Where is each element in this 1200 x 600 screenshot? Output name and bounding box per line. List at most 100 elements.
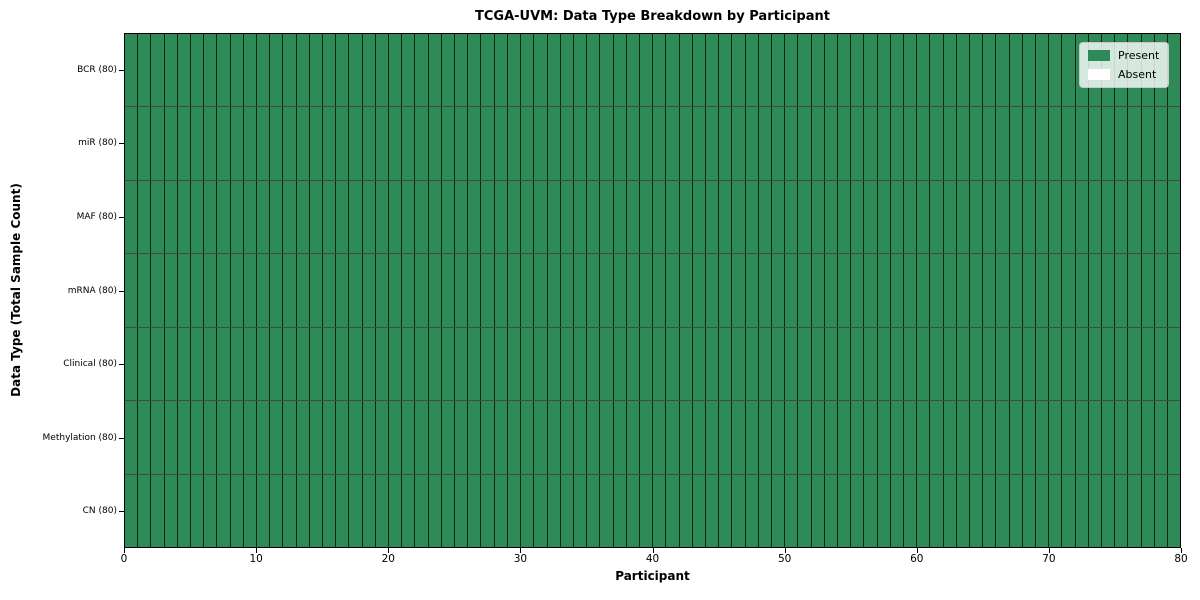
heatmap-cell-present	[587, 254, 601, 327]
heatmap-cell-present	[639, 327, 654, 401]
heatmap-cell-present	[679, 107, 693, 180]
heatmap-cell-present	[639, 254, 654, 327]
heatmap-cell-present	[1128, 401, 1142, 474]
heatmap-cell-present	[996, 107, 1010, 180]
heatmap-cell-present	[138, 474, 152, 547]
heatmap-cell-present	[230, 474, 244, 547]
heatmap-cell-present	[547, 254, 561, 327]
heatmap-cell-present	[1115, 474, 1129, 547]
heatmap-cell-present	[890, 401, 904, 474]
heatmap-cell-present	[785, 107, 799, 180]
x-tick-mark	[388, 548, 389, 553]
heatmap-cell-present	[468, 107, 482, 180]
heatmap-cell-present	[375, 180, 390, 254]
heatmap-cell-present	[534, 34, 548, 107]
heatmap-cell-present	[745, 107, 759, 180]
heatmap-cell-present	[824, 107, 838, 180]
x-tick-label: 0	[120, 553, 128, 565]
heatmap-cell-present	[468, 327, 482, 401]
x-tick-label: 80	[1174, 553, 1188, 565]
heatmap-cell-present	[653, 401, 667, 474]
heatmap-cell-present	[455, 34, 469, 107]
heatmap-cell-present	[732, 34, 746, 107]
heatmap-cell-present	[1128, 254, 1142, 327]
heatmap-cell-present	[389, 401, 403, 474]
heatmap-cell-present	[758, 254, 772, 327]
heatmap-cell-present	[1022, 180, 1037, 254]
heatmap-cell-present	[534, 401, 548, 474]
heatmap-cell-present	[1088, 107, 1103, 180]
heatmap-cell-present	[587, 34, 601, 107]
heatmap-cell-present	[125, 401, 139, 474]
heatmap-cell-present	[138, 180, 152, 254]
heatmap-cell-present	[732, 254, 746, 327]
heatmap-cell-present	[1062, 401, 1076, 474]
heatmap-cell-present	[1062, 180, 1076, 254]
heatmap-cell-present	[705, 327, 720, 401]
heatmap-cell-present	[587, 474, 601, 547]
heatmap-cell-present	[851, 474, 865, 547]
heatmap-cell-present	[785, 34, 799, 107]
heatmap-cell-present	[507, 107, 522, 180]
heatmap-cell-present	[217, 401, 231, 474]
heatmap-cell-present	[1168, 327, 1181, 401]
heatmap-row	[125, 34, 1181, 108]
heatmap-cell-present	[1115, 401, 1129, 474]
y-tick-mark	[119, 291, 124, 292]
heatmap-cell-present	[296, 474, 310, 547]
x-tick-mark	[1181, 548, 1182, 553]
heatmap-cell-present	[1062, 254, 1076, 327]
heatmap-cell-present	[917, 34, 931, 107]
heatmap-cell-present	[824, 34, 838, 107]
heatmap-cell-present	[1154, 254, 1169, 327]
heatmap-cell-present	[177, 401, 192, 474]
heatmap-cell-present	[679, 474, 693, 547]
heatmap-cell-present	[758, 180, 772, 254]
heatmap-cell-present	[138, 327, 152, 401]
heatmap-cell-present	[917, 107, 931, 180]
heatmap-cell-present	[1049, 34, 1063, 107]
heatmap-cell-present	[1102, 327, 1116, 401]
heatmap-plot-area	[124, 33, 1181, 548]
heatmap-cell-present	[1049, 474, 1063, 547]
legend-swatch-absent	[1088, 69, 1110, 80]
heatmap-cell-present	[705, 180, 720, 254]
heatmap-cell-present	[930, 401, 944, 474]
heatmap-cell-present	[468, 34, 482, 107]
heatmap-cell-present	[481, 474, 495, 547]
heatmap-cell-present	[349, 107, 363, 180]
heatmap-cell-present	[587, 180, 601, 254]
heatmap-cell-present	[837, 474, 852, 547]
heatmap-cell-present	[719, 254, 733, 327]
heatmap-cell-present	[191, 180, 205, 254]
heatmap-cell-present	[481, 34, 495, 107]
heatmap-cell-present	[296, 180, 310, 254]
heatmap-cell-present	[296, 107, 310, 180]
heatmap-cell-present	[1009, 474, 1023, 547]
x-tick-mark	[256, 548, 257, 553]
heatmap-cell-present	[125, 327, 139, 401]
heatmap-cell-present	[283, 34, 297, 107]
heatmap-cell-present	[983, 107, 997, 180]
heatmap-cell-present	[983, 327, 997, 401]
heatmap-cell-present	[362, 474, 376, 547]
heatmap-cell-present	[402, 327, 416, 401]
heatmap-cell-present	[1088, 327, 1103, 401]
heatmap-cell-present	[679, 34, 693, 107]
heatmap-cell-present	[824, 180, 838, 254]
heatmap-cell-present	[283, 107, 297, 180]
heatmap-cell-present	[600, 107, 614, 180]
heatmap-cell-present	[309, 180, 324, 254]
heatmap-cell-present	[970, 254, 984, 327]
heatmap-cell-present	[1036, 327, 1050, 401]
heatmap-cell-present	[692, 254, 706, 327]
heatmap-cell-present	[164, 474, 178, 547]
heatmap-cell-present	[1022, 34, 1037, 107]
heatmap-cell-present	[666, 401, 680, 474]
heatmap-cell-present	[270, 180, 284, 254]
heatmap-cell-present	[217, 327, 231, 401]
heatmap-cell-present	[573, 327, 588, 401]
heatmap-cell-present	[1062, 34, 1076, 107]
heatmap-cell-present	[521, 107, 535, 180]
heatmap-cell-present	[851, 34, 865, 107]
